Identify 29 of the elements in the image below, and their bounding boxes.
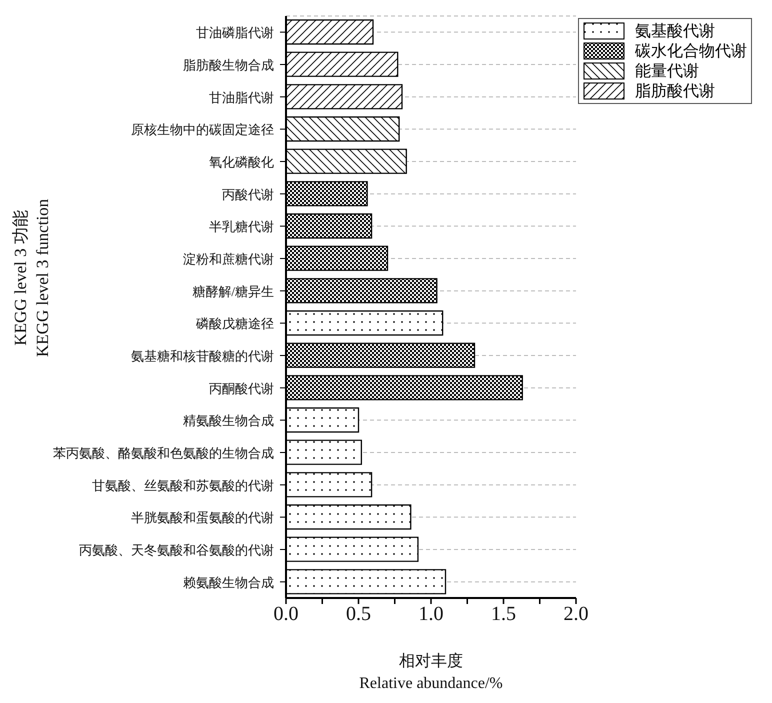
y-tick-label: 甘氨酸、丝氨酸和苏氨酸的代谢 [92,478,274,493]
y-tick-label: 丙氨酸、天冬氨酸和谷氨酸的代谢 [79,542,274,558]
y-tick-label: 糖酵解/糖异生 [192,284,274,299]
x-tick-label: 1.0 [418,603,444,626]
x-tick-label: 0.5 [346,603,371,626]
y-tick-label: 半胱氨酸和蛋氨酸的代谢 [131,510,274,526]
y-tick-label: 淀粉和蔗糖代谢 [183,252,274,266]
x-tick-label: 1.5 [491,603,516,626]
y-tick-label: 磷酸戊糖途径 [195,316,274,332]
legend-label: 脂肪酸代谢 [635,82,715,102]
y-tick-label: 甘油脂代谢 [209,90,274,105]
y-tick-label: 氧化磷酸化 [209,154,274,170]
y-tick-label: 氨基糖和核苷酸糖的代谢 [131,348,274,364]
y-tick-label: 丙酮酸代谢 [209,380,274,396]
y-tick-label: 丙酸代谢 [222,186,274,202]
y-tick-label: 脂肪酸生物合成 [183,58,274,72]
x-tick-label: 0.0 [274,603,298,626]
legend-label: 氨基酸代谢 [635,22,715,42]
y-tick-label: 苯丙氨酸、酪氨酸和色氨酸的生物合成 [53,446,274,460]
y-tick-label: 赖氨酸生物合成 [183,574,274,590]
y-tick-label: 精氨酸生物合成 [183,413,274,428]
legend-label: 能量代谢 [635,62,699,82]
y-axis-title: KEGG level 3 功能 KEGG level 3 function [11,198,52,357]
legend-label: 碳水化合物代谢 [635,42,747,62]
x-tick-label: 2.0 [564,603,588,626]
x-axis-title: 相对丰度 Relative abundance/% [359,652,503,692]
y-tick-label: 甘油磷脂代谢 [196,25,274,40]
y-tick-label: 原核生物中的碳固定途径 [131,122,274,138]
y-tick-label: 半乳糖代谢 [209,219,274,234]
